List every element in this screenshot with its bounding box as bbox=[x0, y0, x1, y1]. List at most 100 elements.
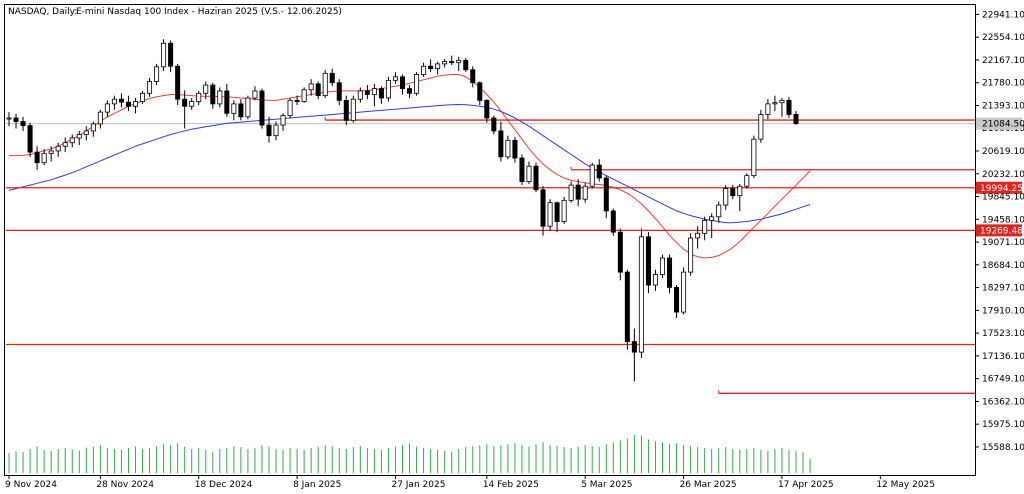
candle[interactable] bbox=[582, 182, 588, 203]
candle[interactable] bbox=[161, 39, 167, 71]
candle[interactable] bbox=[695, 226, 701, 249]
candle[interactable] bbox=[329, 68, 335, 87]
candle[interactable] bbox=[470, 66, 476, 88]
candle[interactable] bbox=[175, 63, 181, 106]
candle[interactable] bbox=[125, 95, 131, 111]
candle[interactable] bbox=[793, 110, 799, 126]
candle[interactable] bbox=[118, 93, 124, 108]
candle[interactable] bbox=[62, 137, 68, 153]
candle[interactable] bbox=[751, 135, 757, 178]
candle[interactable] bbox=[407, 85, 413, 98]
candle[interactable] bbox=[428, 59, 434, 73]
candle[interactable] bbox=[364, 85, 370, 100]
candle[interactable] bbox=[315, 81, 321, 100]
candle[interactable] bbox=[589, 162, 595, 189]
candle[interactable] bbox=[385, 76, 391, 102]
candle[interactable] bbox=[83, 126, 89, 141]
candle[interactable] bbox=[638, 228, 644, 358]
candle[interactable] bbox=[758, 109, 764, 143]
candle[interactable] bbox=[737, 183, 743, 211]
candle[interactable] bbox=[779, 98, 785, 117]
candle[interactable] bbox=[617, 228, 623, 281]
candle[interactable] bbox=[371, 83, 377, 107]
candle[interactable] bbox=[456, 56, 462, 71]
candle[interactable] bbox=[336, 79, 342, 106]
candle[interactable] bbox=[709, 213, 715, 238]
candle[interactable] bbox=[442, 59, 448, 68]
candle[interactable] bbox=[147, 78, 153, 97]
candle[interactable] bbox=[645, 232, 651, 294]
candle[interactable] bbox=[231, 100, 237, 121]
candle[interactable] bbox=[350, 95, 356, 123]
candle[interactable] bbox=[659, 254, 665, 278]
candle[interactable] bbox=[97, 109, 103, 129]
candle[interactable] bbox=[27, 122, 33, 157]
candle[interactable] bbox=[48, 146, 54, 162]
candle[interactable] bbox=[449, 55, 455, 66]
candle[interactable] bbox=[463, 58, 469, 73]
candle[interactable] bbox=[596, 159, 602, 182]
candle[interactable] bbox=[568, 181, 574, 203]
candle[interactable] bbox=[512, 136, 518, 163]
candle[interactable] bbox=[245, 95, 251, 120]
candle[interactable] bbox=[13, 113, 19, 129]
candle[interactable] bbox=[477, 81, 483, 106]
candle[interactable] bbox=[688, 233, 694, 276]
candle[interactable] bbox=[168, 40, 174, 73]
candle[interactable] bbox=[203, 81, 209, 100]
candle[interactable] bbox=[378, 86, 384, 104]
candle[interactable] bbox=[603, 175, 609, 218]
candle[interactable] bbox=[498, 121, 504, 162]
candle[interactable] bbox=[76, 130, 82, 146]
candle[interactable] bbox=[217, 87, 223, 108]
candle[interactable] bbox=[301, 87, 307, 103]
candle[interactable] bbox=[547, 199, 553, 231]
candle[interactable] bbox=[294, 95, 300, 106]
candle[interactable] bbox=[631, 328, 637, 382]
candle[interactable] bbox=[561, 196, 567, 224]
candle[interactable] bbox=[772, 95, 778, 111]
candle[interactable] bbox=[624, 269, 630, 350]
candle[interactable] bbox=[399, 74, 406, 95]
candle[interactable] bbox=[20, 116, 26, 131]
candle[interactable] bbox=[526, 161, 532, 184]
candle[interactable] bbox=[667, 254, 673, 294]
candle[interactable] bbox=[111, 95, 117, 110]
candle[interactable] bbox=[730, 185, 736, 200]
candle[interactable] bbox=[259, 88, 265, 129]
candle[interactable] bbox=[540, 186, 546, 236]
candle[interactable] bbox=[435, 61, 441, 75]
candle[interactable] bbox=[357, 87, 363, 103]
candle[interactable] bbox=[744, 173, 750, 189]
candle[interactable] bbox=[421, 62, 427, 77]
candle[interactable] bbox=[224, 83, 230, 117]
candle[interactable] bbox=[140, 90, 146, 104]
candle[interactable] bbox=[674, 285, 680, 318]
candle[interactable] bbox=[575, 179, 581, 207]
candle[interactable] bbox=[652, 269, 658, 291]
candle[interactable] bbox=[189, 98, 195, 110]
candle[interactable] bbox=[322, 69, 328, 98]
candle[interactable] bbox=[196, 90, 202, 106]
candle[interactable] bbox=[681, 267, 687, 315]
candle[interactable] bbox=[765, 99, 771, 120]
candle[interactable] bbox=[132, 98, 138, 114]
candle[interactable] bbox=[210, 82, 216, 109]
candles-layer[interactable] bbox=[6, 39, 799, 382]
candle[interactable] bbox=[491, 115, 497, 135]
candle[interactable] bbox=[6, 112, 12, 127]
candle[interactable] bbox=[273, 121, 279, 141]
candle[interactable] bbox=[266, 116, 272, 143]
candle[interactable] bbox=[414, 72, 420, 96]
candle[interactable] bbox=[484, 99, 490, 123]
candle[interactable] bbox=[154, 63, 160, 86]
candle[interactable] bbox=[69, 134, 75, 148]
candle[interactable] bbox=[55, 142, 61, 157]
candle[interactable] bbox=[238, 99, 244, 121]
candle[interactable] bbox=[702, 216, 708, 241]
candle[interactable] bbox=[392, 72, 398, 84]
candle[interactable] bbox=[533, 162, 539, 193]
candle[interactable] bbox=[287, 98, 293, 118]
candle[interactable] bbox=[343, 95, 349, 126]
